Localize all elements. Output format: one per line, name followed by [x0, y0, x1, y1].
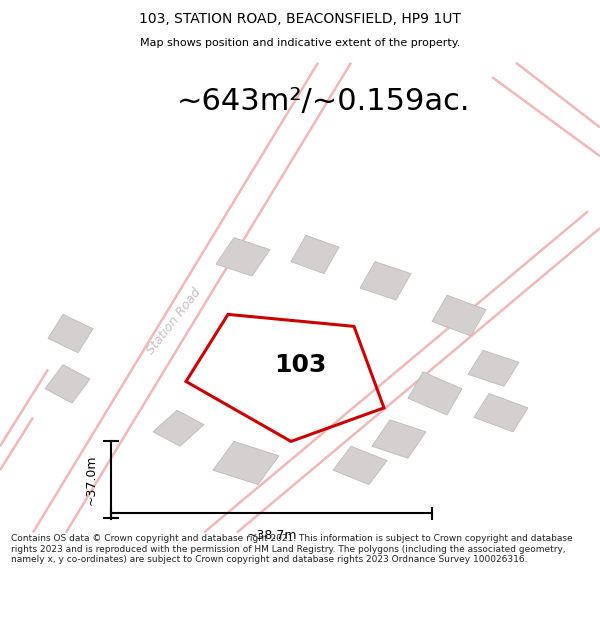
Polygon shape	[333, 446, 387, 484]
Text: ~643m²/~0.159ac.: ~643m²/~0.159ac.	[177, 87, 471, 116]
Text: ~37.0m: ~37.0m	[85, 454, 98, 505]
Polygon shape	[474, 394, 528, 432]
Polygon shape	[48, 314, 93, 352]
Text: Contains OS data © Crown copyright and database right 2021. This information is : Contains OS data © Crown copyright and d…	[11, 534, 572, 564]
Polygon shape	[153, 410, 204, 446]
Polygon shape	[291, 235, 339, 274]
Text: Map shows position and indicative extent of the property.: Map shows position and indicative extent…	[140, 38, 460, 48]
Text: ~38.7m: ~38.7m	[246, 529, 297, 542]
Polygon shape	[45, 365, 90, 403]
Text: 103: 103	[274, 352, 327, 377]
Text: Station Road: Station Road	[144, 286, 204, 357]
Polygon shape	[213, 441, 279, 484]
Polygon shape	[372, 420, 426, 458]
Text: 103, STATION ROAD, BEACONSFIELD, HP9 1UT: 103, STATION ROAD, BEACONSFIELD, HP9 1UT	[139, 12, 461, 26]
Polygon shape	[432, 295, 486, 336]
Polygon shape	[216, 238, 270, 276]
Polygon shape	[360, 262, 411, 300]
Polygon shape	[408, 372, 462, 415]
Polygon shape	[468, 351, 519, 386]
